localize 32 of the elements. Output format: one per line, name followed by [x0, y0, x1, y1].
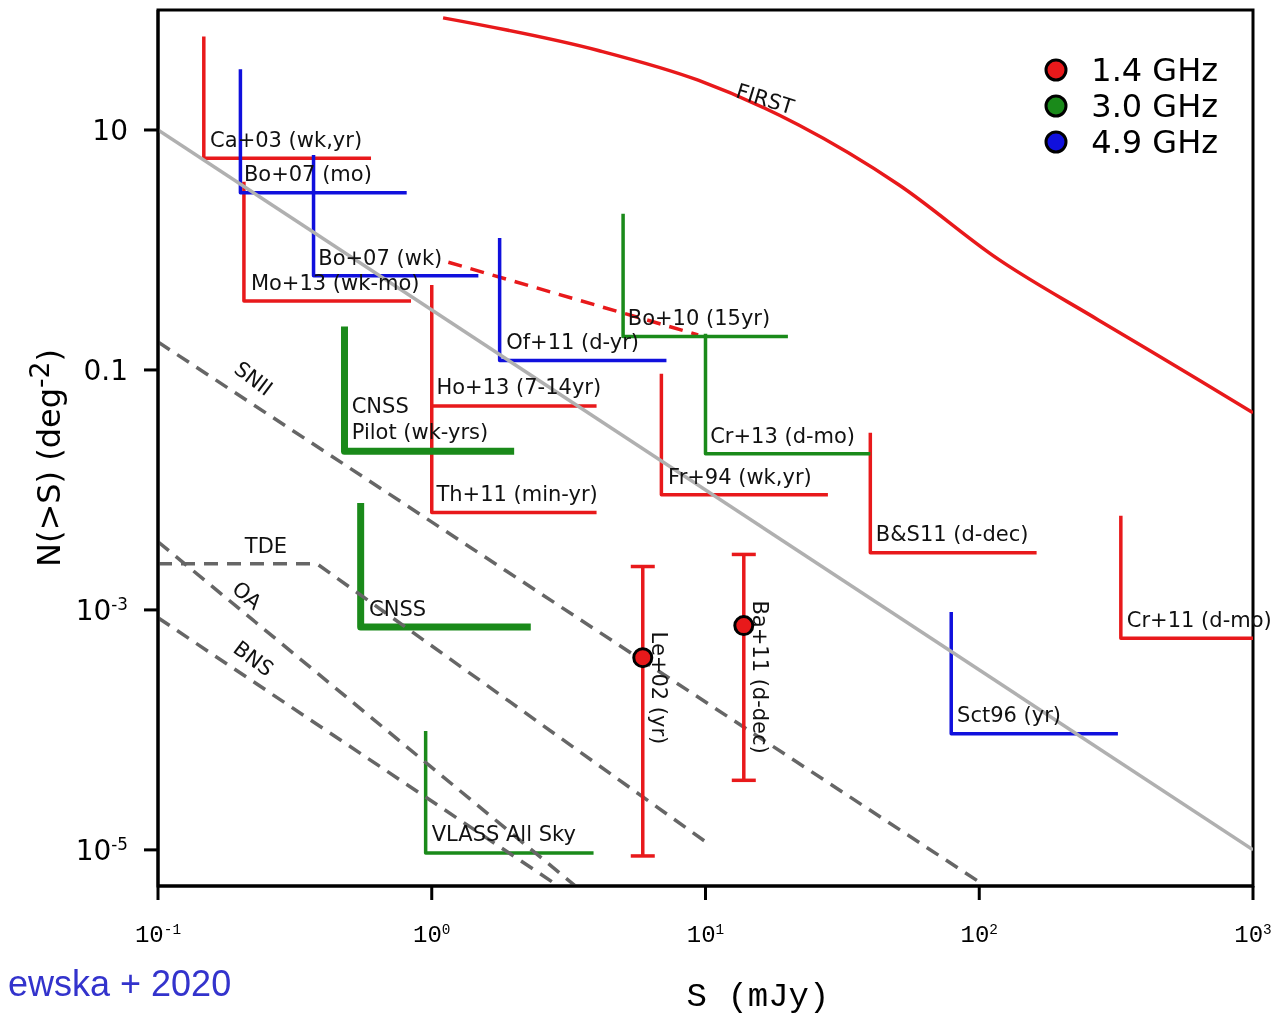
- legend-label: 4.9 GHz: [1091, 123, 1218, 161]
- x-axis-title: S (mJy): [686, 978, 830, 1016]
- annotation: OA: [227, 576, 267, 615]
- x-tick-label: 10$^{2}$: [960, 922, 998, 949]
- annotation: Bo+07 (wk): [318, 246, 443, 271]
- annotation: Ba+11 (d-dec): [747, 600, 772, 754]
- annotation: Sct96 (yr): [957, 703, 1062, 728]
- x-tick-label: 10$^{1}$: [686, 922, 725, 949]
- legend-label: 3.0 GHz: [1091, 87, 1218, 125]
- y-tick-label: 10: [92, 113, 128, 147]
- annotation: Th+11 (min-yr): [435, 481, 598, 506]
- annotation: VLASS All Sky: [431, 822, 576, 847]
- text: ewska + 2020: [8, 963, 232, 1005]
- annotation: Mo+13 (wk-mo): [250, 271, 420, 296]
- x-tick-label: 10$^{-1}$: [134, 922, 182, 949]
- y-tick-label: 10$^{-3}$: [75, 593, 128, 627]
- annotation: Fr+94 (wk,yr): [668, 464, 812, 489]
- x-tick-label: 10$^{0}$: [413, 922, 451, 949]
- x-tick-label: 10$^{3}$: [1234, 922, 1272, 949]
- annotation: SNII: [229, 356, 278, 401]
- annotation: BNS: [228, 636, 278, 682]
- annotation: Cr+13 (d-mo): [710, 423, 856, 448]
- annotation: Of+11 (d-yr): [506, 329, 640, 354]
- annotation: Ho+13 (7-14yr): [436, 374, 602, 399]
- annotation: FIRST: [733, 78, 797, 120]
- y-tick-label: 0.1: [83, 353, 128, 387]
- annotation: TDE: [243, 533, 288, 558]
- y-tick-label: 10$^{-5}$: [75, 833, 128, 867]
- annotation: Le+02 (yr): [646, 631, 671, 745]
- annotation: B&S11 (d-dec): [875, 522, 1029, 547]
- annotation: CNSS: [369, 596, 427, 621]
- legend-label: 1.4 GHz: [1091, 51, 1218, 89]
